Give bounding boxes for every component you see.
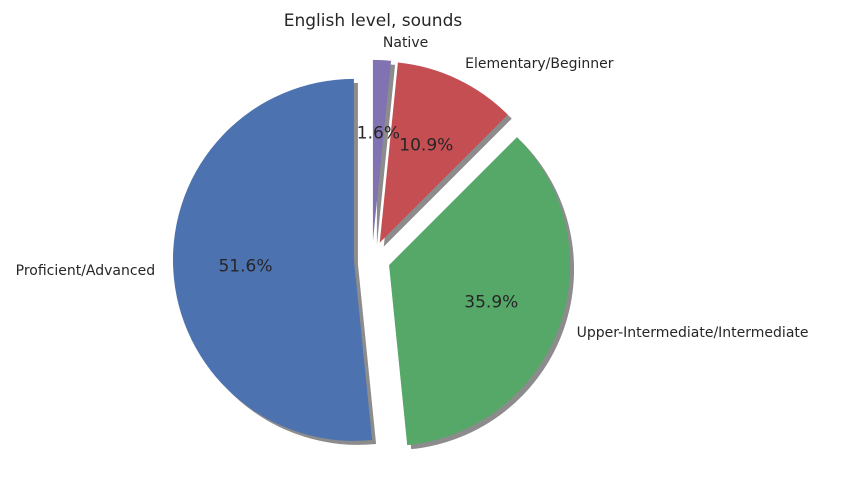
category-label-native: Native <box>383 35 428 51</box>
pct-label-proficient-advanced: 51.6% <box>218 256 272 276</box>
chart-title: English level, sounds <box>284 11 463 31</box>
category-label-proficient-advanced: Proficient/Advanced <box>16 263 155 279</box>
wedge-layer <box>172 59 571 446</box>
pct-label-native: 1.6% <box>357 124 400 144</box>
slice-proficient-advanced <box>172 78 373 441</box>
category-label-elementary-beginner: Elementary/Beginner <box>465 56 614 72</box>
pct-label-elementary-beginner: 10.9% <box>399 136 453 156</box>
category-label-upper-intermediate-intermediate: Upper-Intermediate/Intermediate <box>577 325 809 341</box>
slice-elementary-beginner <box>379 62 508 243</box>
label-layer: 1.6% Native 10.9% Elementary/Beginner 35.9% U… <box>16 35 809 341</box>
slice-native <box>372 59 392 241</box>
pct-label-upper-intermediate-intermediate: 35.9% <box>464 293 518 313</box>
slice-upper-intermediate-intermediate <box>389 137 571 446</box>
